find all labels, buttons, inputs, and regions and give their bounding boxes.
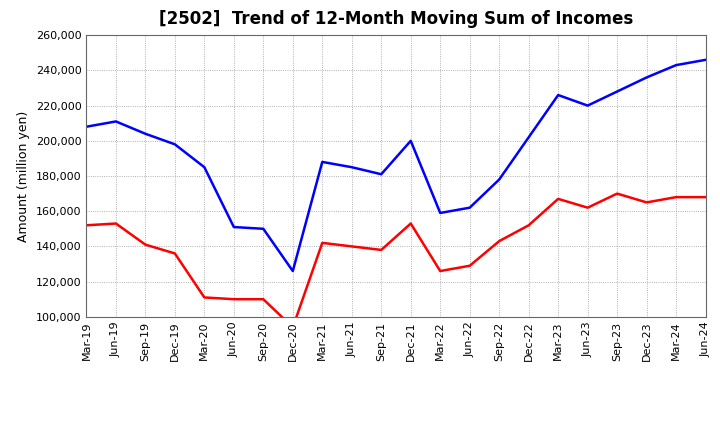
Ordinary Income xyxy=(406,138,415,143)
Ordinary Income xyxy=(289,268,297,274)
Ordinary Income xyxy=(672,62,680,68)
Net Income xyxy=(436,268,444,274)
Ordinary Income xyxy=(200,165,209,170)
Line: Ordinary Income: Ordinary Income xyxy=(86,60,706,271)
Net Income xyxy=(672,194,680,200)
Net Income xyxy=(171,251,179,256)
Ordinary Income xyxy=(613,89,621,94)
Ordinary Income xyxy=(171,142,179,147)
Ordinary Income xyxy=(112,119,120,124)
Net Income xyxy=(200,295,209,300)
Line: Net Income: Net Income xyxy=(86,194,706,327)
Net Income xyxy=(554,196,562,202)
Net Income xyxy=(230,297,238,302)
Net Income xyxy=(583,205,592,210)
Net Income xyxy=(642,200,651,205)
Net Income xyxy=(82,223,91,228)
Ordinary Income xyxy=(230,224,238,230)
Net Income xyxy=(495,238,503,244)
Net Income xyxy=(406,221,415,226)
Ordinary Income xyxy=(554,92,562,98)
Ordinary Income xyxy=(377,172,386,177)
Ordinary Income xyxy=(259,226,268,231)
Ordinary Income xyxy=(524,135,533,140)
Ordinary Income xyxy=(82,124,91,129)
Ordinary Income xyxy=(495,177,503,182)
Ordinary Income xyxy=(642,75,651,80)
Ordinary Income xyxy=(348,165,356,170)
Net Income xyxy=(524,223,533,228)
Ordinary Income xyxy=(436,210,444,216)
Net Income xyxy=(259,297,268,302)
Net Income xyxy=(318,240,327,246)
Net Income xyxy=(465,263,474,268)
Ordinary Income xyxy=(465,205,474,210)
Y-axis label: Amount (million yen): Amount (million yen) xyxy=(17,110,30,242)
Ordinary Income xyxy=(141,131,150,136)
Ordinary Income xyxy=(583,103,592,108)
Net Income xyxy=(348,244,356,249)
Ordinary Income xyxy=(318,159,327,165)
Net Income xyxy=(377,247,386,253)
Net Income xyxy=(701,194,710,200)
Ordinary Income xyxy=(701,57,710,62)
Net Income xyxy=(289,325,297,330)
Title: [2502]  Trend of 12-Month Moving Sum of Incomes: [2502] Trend of 12-Month Moving Sum of I… xyxy=(159,10,633,28)
Net Income xyxy=(112,221,120,226)
Net Income xyxy=(613,191,621,196)
Net Income xyxy=(141,242,150,247)
